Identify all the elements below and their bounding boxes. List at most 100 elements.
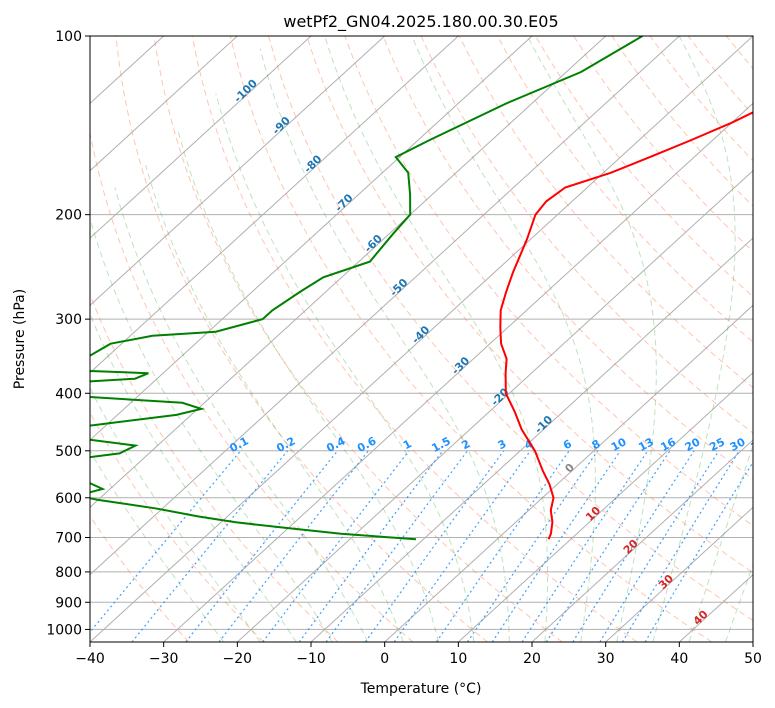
mixing-ratio-label: 10 — [609, 435, 629, 454]
mixing-ratio-line — [325, 450, 468, 642]
isotherm-line — [605, 506, 753, 642]
moist-adiabat-line — [90, 312, 297, 642]
dry-adiabat-line — [90, 515, 190, 642]
y-tick-label: 500 — [55, 444, 82, 460]
moist-adiabat-line — [324, 36, 549, 642]
mixing-ratio-line — [90, 450, 242, 633]
dry-adiabat-line — [535, 36, 753, 298]
x-axis-label: Temperature (°C) — [360, 681, 482, 697]
isotherm-line — [163, 102, 753, 642]
isotherm-line — [90, 36, 533, 441]
mixing-ratio-line — [393, 450, 531, 642]
dry-adiabat-lines — [90, 36, 753, 642]
x-tick-label: −10 — [296, 651, 326, 667]
x-tick-label: −40 — [75, 651, 105, 667]
dry-adiabat-line — [90, 293, 339, 642]
dry-adiabat-line — [229, 36, 712, 642]
x-tick-label: 0 — [380, 651, 389, 667]
mixing-ratio-label: 13 — [636, 435, 656, 454]
moist-adiabat-line — [177, 131, 439, 642]
mixing-ratio-line — [364, 450, 505, 642]
dry-adiabat-line — [458, 36, 753, 389]
y-tick-label: 1000 — [46, 622, 82, 638]
moist-adiabat-line — [145, 164, 404, 642]
y-tick-label: 800 — [55, 565, 82, 581]
moist-adiabat-line — [114, 187, 369, 642]
mixing-ratio-label: 20 — [683, 435, 703, 454]
moist-adiabat-line — [90, 216, 333, 642]
isotherm-line — [310, 237, 753, 642]
y-axis-label: Pressure (hPa) — [12, 289, 28, 389]
mixing-ratio-line — [131, 450, 289, 642]
y-tick-label: 300 — [55, 312, 82, 328]
y-axis-ticks: 100 200 300 400 500 600 700 800 900 1000 — [46, 29, 90, 638]
plot-frame — [89, 35, 754, 643]
dry-adiabat-line — [420, 36, 753, 434]
mixing-ratio-label: 16 — [658, 435, 678, 454]
isotherm-line — [90, 36, 386, 307]
isotherm-lines — [90, 36, 753, 642]
isotherm-line — [90, 36, 459, 374]
y-tick-label: 900 — [55, 595, 82, 611]
mixing-ratio-label: 30 — [728, 435, 748, 454]
pressure-gridlines — [90, 36, 753, 630]
mixing-ratio-lines — [90, 450, 753, 642]
moist-adiabat-line — [652, 36, 736, 642]
moist-adiabat-line — [90, 449, 225, 642]
isotherm-line — [90, 36, 238, 172]
dry-adiabat-line — [496, 36, 753, 343]
dry-adiabat-line — [382, 36, 753, 480]
isotherm-line — [236, 169, 753, 642]
y-tick-label: 700 — [55, 531, 82, 547]
dry-adiabat-line — [153, 36, 563, 642]
plot-area: -100-90-80-70-60-50-40-30-20-10010203040… — [90, 36, 769, 642]
x-tick-label: 20 — [523, 651, 541, 667]
mixing-ratio-line — [545, 450, 671, 642]
dry-adiabat-line — [306, 36, 753, 574]
isotherm-line — [90, 36, 312, 239]
y-tick-label: 200 — [55, 208, 82, 224]
dry-adiabat-line — [90, 411, 264, 642]
isotherm-line — [531, 439, 753, 642]
temperature-line — [499, 111, 753, 540]
isotherm-line — [384, 304, 753, 642]
moist-adiabat-line — [527, 36, 657, 642]
x-tick-label: −30 — [149, 651, 179, 667]
moist-adiabat-line — [215, 93, 475, 642]
dry-adiabat-line — [268, 36, 753, 622]
moist-adiabat-line — [259, 48, 510, 642]
dry-adiabat-line — [344, 36, 753, 527]
isotherm-line — [90, 36, 680, 576]
chart-title: wetPf2_GN04.2025.180.00.30.E05 — [283, 12, 558, 32]
mixing-ratio-label: 36 — [749, 435, 769, 454]
moist-adiabat-lines — [90, 36, 753, 642]
moist-adiabat-line — [725, 563, 753, 642]
dry-adiabat-line — [115, 36, 488, 642]
mixing-ratio-line — [262, 450, 410, 642]
x-tick-label: 50 — [744, 651, 762, 667]
x-tick-label: 10 — [449, 651, 467, 667]
moist-adiabat-line — [688, 443, 753, 642]
dry-adiabat-line — [191, 36, 638, 642]
mixing-ratio-line — [521, 450, 649, 642]
mixing-ratio-line — [599, 450, 720, 642]
mixing-ratio-label: 25 — [707, 435, 727, 454]
moist-adiabat-line — [411, 36, 596, 642]
x-axis-ticks: −40 −30 −20 −10 0 10 20 30 40 50 — [75, 642, 762, 667]
isotherm-line — [457, 371, 753, 642]
y-tick-label: 400 — [55, 386, 82, 402]
isotherm-line — [90, 36, 753, 642]
mixing-ratio-line — [621, 450, 740, 642]
x-tick-label: −20 — [223, 651, 253, 667]
mixing-ratio-line — [644, 461, 753, 642]
dry-adiabat-line — [90, 130, 414, 642]
isotherm-line — [90, 36, 607, 509]
y-tick-label: 600 — [55, 491, 82, 507]
dewpoint-line — [90, 36, 644, 541]
x-tick-label: 40 — [670, 651, 688, 667]
moist-adiabat-line — [90, 386, 261, 642]
y-tick-label: 100 — [55, 29, 82, 45]
x-tick-label: 30 — [597, 651, 615, 667]
